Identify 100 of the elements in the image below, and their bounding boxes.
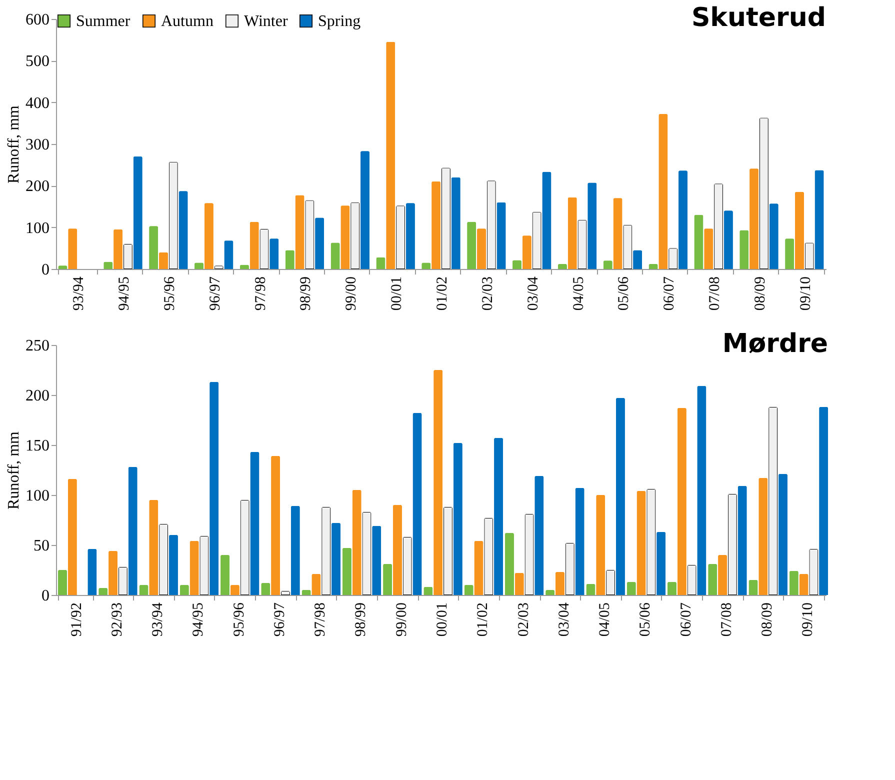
bar	[444, 507, 452, 595]
bar	[340, 206, 350, 269]
y-tick-label: 0	[42, 588, 50, 604]
y-tick-label: 300	[26, 136, 50, 154]
bar	[556, 572, 564, 595]
bar	[718, 555, 727, 595]
bar	[68, 479, 77, 595]
x-tick-label: 08/09	[760, 602, 776, 637]
bar	[494, 438, 503, 595]
x-tick-label: 94/95	[190, 602, 207, 637]
bar	[190, 541, 199, 595]
bar	[386, 42, 396, 269]
bar	[633, 250, 642, 269]
bar	[474, 541, 484, 595]
bar	[522, 236, 532, 269]
bar	[740, 230, 749, 269]
bar	[412, 413, 422, 595]
bar	[451, 177, 460, 269]
bar	[565, 543, 574, 595]
bar	[330, 242, 340, 269]
bar	[169, 535, 178, 595]
x-tick-label: 97/98	[312, 602, 329, 637]
bar	[250, 452, 260, 595]
bar	[694, 214, 704, 269]
bar	[168, 162, 178, 269]
bar	[738, 486, 747, 595]
bar	[575, 488, 584, 595]
bar	[697, 386, 706, 595]
bar	[159, 524, 168, 595]
x-tick-label: 02/03	[480, 276, 496, 311]
bar	[532, 212, 542, 269]
bar	[708, 564, 718, 595]
bar	[558, 264, 567, 269]
bar	[799, 574, 808, 595]
legend-label: Autumn	[161, 13, 214, 30]
bar	[149, 226, 158, 269]
y-tick-label: 200	[26, 178, 50, 196]
bar	[220, 555, 230, 595]
bar	[422, 262, 431, 269]
bar	[178, 191, 188, 269]
x-tick-label: 03/04	[525, 276, 542, 311]
bar	[687, 565, 696, 595]
x-tick-label: 99/00	[344, 276, 360, 311]
bar	[376, 257, 386, 269]
x-tick-label: 06/07	[662, 276, 678, 311]
bar	[393, 505, 402, 595]
bar	[260, 229, 269, 269]
bar	[149, 500, 158, 595]
bar	[290, 506, 300, 595]
bar	[108, 551, 118, 595]
bar	[804, 242, 814, 269]
bar	[315, 218, 324, 269]
bar	[704, 228, 714, 269]
x-tick-label: 01/02	[434, 276, 450, 311]
bar	[496, 202, 506, 269]
bar	[128, 467, 138, 595]
legend-label: Winter	[244, 13, 288, 30]
x-tick-label: 04/05	[570, 276, 587, 311]
legend-label: Summer	[76, 13, 131, 30]
x-tick-label: 98/99	[353, 602, 370, 637]
bar	[98, 588, 108, 595]
legend-label: Spring	[318, 13, 361, 30]
bar	[285, 250, 294, 269]
bar	[578, 220, 587, 269]
x-tick-label: 95/96	[162, 276, 178, 311]
bar	[432, 182, 441, 269]
bar	[200, 536, 209, 595]
bar	[586, 584, 596, 595]
bar	[118, 567, 128, 595]
bar	[603, 260, 612, 269]
y-tick-label: 150	[26, 438, 50, 454]
chart-title: Skuterud	[691, 3, 826, 33]
bar	[312, 574, 321, 595]
bar	[546, 590, 555, 595]
bar	[606, 570, 615, 595]
bar	[568, 197, 577, 269]
x-tick-label: 09/10	[798, 276, 814, 311]
x-tick-label: 95/96	[231, 602, 248, 637]
bar	[728, 494, 737, 595]
y-tick-label: 500	[26, 53, 50, 70]
bar	[613, 198, 622, 269]
bar	[362, 512, 372, 595]
x-tick-label: 00/01	[434, 602, 450, 637]
bar	[240, 500, 250, 595]
bar	[402, 537, 412, 595]
x-tick-label: 01/02	[475, 602, 492, 637]
bar	[789, 571, 798, 595]
x-tick-label: 94/95	[116, 276, 133, 311]
bar	[677, 408, 686, 595]
bar	[484, 518, 494, 595]
bar	[814, 170, 824, 269]
bar	[616, 398, 625, 595]
bar	[453, 443, 462, 595]
bar	[648, 264, 658, 269]
bar	[360, 151, 370, 269]
bar	[302, 590, 311, 595]
y-tick-label: 250	[26, 338, 50, 354]
bar	[785, 238, 794, 269]
bar	[139, 585, 148, 595]
bar	[724, 210, 733, 269]
